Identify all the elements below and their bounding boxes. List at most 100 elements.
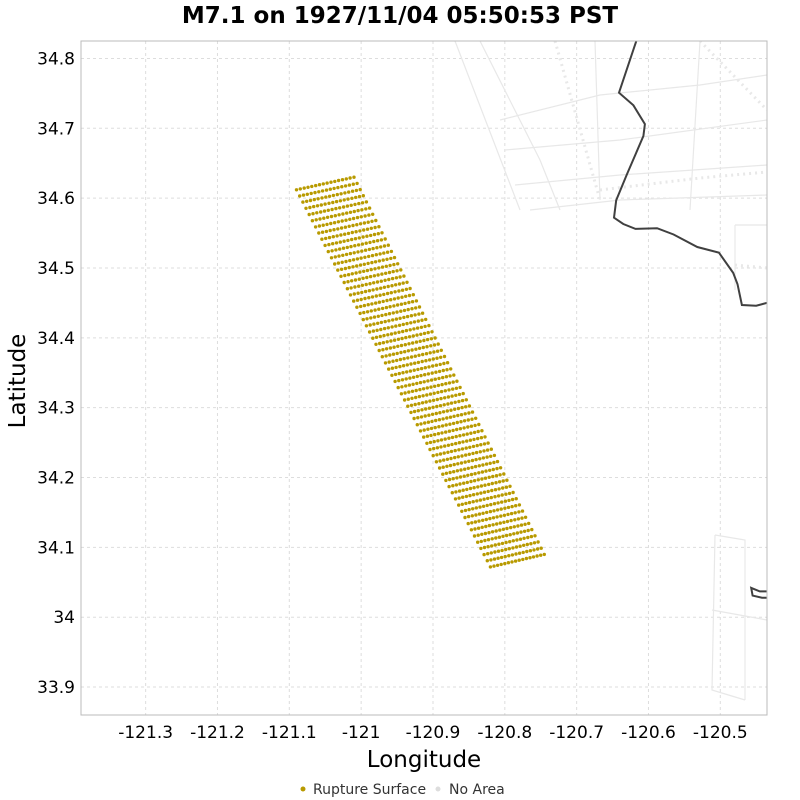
rupture-point bbox=[321, 189, 324, 192]
rupture-point bbox=[511, 491, 514, 494]
rupture-point bbox=[486, 559, 489, 562]
rupture-point bbox=[409, 328, 412, 331]
rupture-point bbox=[437, 425, 440, 428]
rupture-point bbox=[477, 478, 480, 481]
rupture-point bbox=[320, 238, 323, 241]
rupture-point bbox=[493, 454, 496, 457]
rupture-point bbox=[497, 487, 500, 490]
rupture-point bbox=[480, 484, 483, 487]
rupture-point bbox=[377, 232, 380, 235]
rupture-point bbox=[395, 269, 398, 272]
rupture-point bbox=[391, 360, 394, 363]
rupture-point bbox=[415, 299, 418, 302]
rupture-point bbox=[477, 534, 480, 537]
rupture-point bbox=[377, 308, 380, 311]
rupture-point bbox=[368, 282, 371, 285]
rupture-point bbox=[407, 390, 410, 393]
rupture-point bbox=[357, 285, 360, 288]
rupture-point bbox=[408, 294, 411, 297]
rupture-point bbox=[484, 477, 487, 480]
rupture-point bbox=[462, 433, 465, 436]
rupture-point bbox=[530, 535, 533, 538]
x-ticks: -121.3 -121.2 -121.1 -121 -120.9 -120.8 -120.7… bbox=[118, 723, 747, 743]
rupture-point bbox=[489, 558, 492, 561]
x-tick-label: -121 bbox=[342, 723, 381, 743]
rupture-point bbox=[345, 253, 348, 256]
rupture-point bbox=[333, 221, 336, 224]
rupture-point bbox=[329, 188, 332, 191]
rupture-point bbox=[492, 564, 495, 567]
rupture-point bbox=[473, 527, 476, 530]
rupture-point bbox=[418, 395, 421, 398]
rupture-point bbox=[489, 455, 492, 458]
rupture-point bbox=[498, 536, 501, 539]
rupture-point bbox=[388, 353, 391, 356]
rupture-point bbox=[409, 411, 412, 414]
rupture-point bbox=[421, 360, 424, 363]
rupture-point bbox=[344, 184, 347, 187]
rupture-point bbox=[422, 346, 425, 349]
rupture-point bbox=[445, 423, 448, 426]
rupture-point bbox=[510, 560, 513, 563]
x-tick-label: -121.3 bbox=[118, 723, 173, 743]
rupture-point bbox=[360, 208, 363, 211]
rupture-point bbox=[423, 380, 426, 383]
rupture-point bbox=[327, 202, 330, 205]
rupture-point bbox=[346, 239, 349, 242]
rupture-point bbox=[440, 349, 443, 352]
rupture-point bbox=[388, 305, 391, 308]
rupture-point bbox=[349, 286, 352, 289]
rupture-point bbox=[373, 233, 376, 236]
rupture-point bbox=[361, 242, 364, 245]
rupture-point bbox=[454, 497, 457, 500]
rupture-point bbox=[435, 405, 438, 408]
rupture-point bbox=[420, 415, 423, 418]
rupture-point bbox=[359, 222, 362, 225]
rupture-point bbox=[398, 317, 401, 320]
rupture-point bbox=[512, 539, 515, 542]
rupture-point bbox=[412, 334, 415, 337]
rupture-point bbox=[419, 422, 422, 425]
rupture-point bbox=[475, 499, 478, 502]
rupture-point bbox=[375, 253, 378, 256]
rupture-point bbox=[456, 421, 459, 424]
rupture-point bbox=[472, 500, 475, 503]
rupture-point bbox=[444, 430, 447, 433]
rupture-point bbox=[429, 344, 432, 347]
rupture-point bbox=[480, 477, 483, 480]
rupture-point bbox=[467, 418, 470, 421]
rupture-point bbox=[355, 189, 358, 192]
rupture-point bbox=[346, 197, 349, 200]
rupture-point bbox=[483, 484, 486, 487]
rupture-point bbox=[491, 482, 494, 485]
rupture-point bbox=[428, 407, 431, 410]
rupture-point bbox=[432, 454, 435, 457]
rupture-point bbox=[500, 563, 503, 566]
rupture-point bbox=[516, 524, 519, 527]
rupture-point bbox=[343, 233, 346, 236]
rupture-point bbox=[444, 437, 447, 440]
rupture-point bbox=[458, 441, 461, 444]
rupture-point bbox=[436, 446, 439, 449]
x-tick-label: -120.5 bbox=[693, 723, 748, 743]
rupture-point bbox=[455, 483, 458, 486]
rupture-point bbox=[496, 460, 499, 463]
rupture-point bbox=[387, 319, 390, 322]
rupture-point bbox=[349, 252, 352, 255]
rupture-point bbox=[416, 326, 419, 329]
rupture-point bbox=[369, 275, 372, 278]
rupture-point bbox=[394, 283, 397, 286]
y-ticks: 33.93434.134.234.334.434.534.634.734.8 bbox=[37, 49, 75, 698]
rupture-point bbox=[425, 345, 428, 348]
rupture-point bbox=[380, 272, 383, 275]
rupture-point bbox=[471, 459, 474, 462]
rupture-point bbox=[330, 215, 333, 218]
rupture-point bbox=[330, 249, 333, 252]
rupture-point bbox=[402, 274, 405, 277]
rupture-point bbox=[346, 246, 349, 249]
rupture-point bbox=[507, 506, 510, 509]
rupture-point bbox=[330, 208, 333, 211]
rupture-point bbox=[505, 527, 508, 530]
rupture-point bbox=[383, 279, 386, 282]
rupture-point bbox=[338, 206, 341, 209]
